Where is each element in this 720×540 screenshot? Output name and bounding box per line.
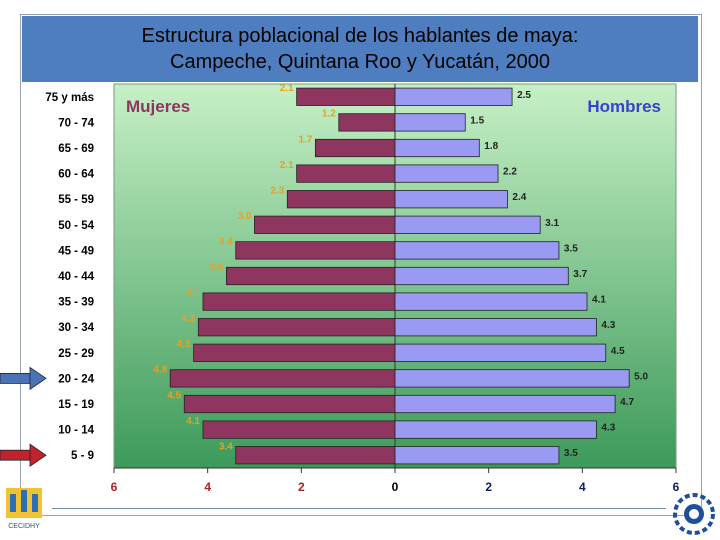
data-label-mujeres: 4.5 xyxy=(167,390,181,401)
category-label: 15 - 19 xyxy=(58,399,94,411)
data-label-hombres: 4.7 xyxy=(620,397,634,408)
bar-mujeres xyxy=(296,164,396,183)
category-label: 40 - 44 xyxy=(58,271,94,283)
bar-hombres xyxy=(394,138,480,158)
data-label-mujeres: 2.3 xyxy=(270,185,284,196)
logo-text: CECIDHY xyxy=(8,523,40,530)
bar-hombres xyxy=(394,113,466,132)
category-label: 70 - 74 xyxy=(58,117,94,129)
cecidhy-logo: CECIDHY xyxy=(6,488,42,530)
data-label-hombres: 1.5 xyxy=(470,115,484,126)
data-label-hombres: 4.3 xyxy=(601,423,615,434)
data-label-mujeres: 1.7 xyxy=(298,134,312,145)
bar-mujeres xyxy=(254,215,396,234)
bar-mujeres xyxy=(286,190,396,209)
bar-hombres xyxy=(394,241,560,260)
bar-hombres xyxy=(394,266,569,286)
data-label-mujeres: 4.3 xyxy=(177,339,191,350)
category-label: 5 - 9 xyxy=(71,450,94,462)
category-label: 35 - 39 xyxy=(58,297,94,309)
bar-mujeres xyxy=(202,420,396,439)
chart-title: Estructura poblacional de los hablantes … xyxy=(22,16,698,82)
title-line-2: Campeche, Quintana Roo y Yucatán, 2000 xyxy=(170,51,550,73)
category-label: 30 - 34 xyxy=(58,322,94,334)
data-label-mujeres: 4.1 xyxy=(186,288,200,299)
bar-mujeres xyxy=(235,446,396,465)
data-label-hombres: 2.4 xyxy=(512,192,526,203)
data-label-hombres: 4.5 xyxy=(611,346,625,357)
data-label-hombres: 2.5 xyxy=(517,90,531,101)
bar-mujeres xyxy=(314,138,396,158)
x-tick-label: 6 xyxy=(111,480,118,494)
slide-frame xyxy=(20,14,702,516)
category-label: 10 - 14 xyxy=(58,425,94,437)
x-tick-label: 0 xyxy=(392,480,399,494)
data-label-hombres: 4.1 xyxy=(592,295,606,306)
legend-hombres: Hombres xyxy=(587,97,661,116)
data-label-mujeres: 3.4 xyxy=(219,441,233,452)
bar-hombres xyxy=(394,446,560,465)
bar-hombres xyxy=(394,292,588,311)
category-label: 25 - 29 xyxy=(58,348,94,360)
bar-mujeres xyxy=(235,241,396,260)
data-label-hombres: 4.3 xyxy=(601,320,615,331)
bar-mujeres xyxy=(296,87,396,106)
x-tick-label: 2 xyxy=(298,480,305,494)
data-label-mujeres: 4.2 xyxy=(181,313,195,324)
data-label-mujeres: 3.0 xyxy=(238,211,252,222)
bar-mujeres xyxy=(225,266,396,286)
x-tick-label: 6 xyxy=(673,480,680,494)
bar-hombres xyxy=(394,369,630,388)
bar-hombres xyxy=(394,420,597,439)
x-tick-label: 4 xyxy=(204,480,211,494)
arrow-marker-icon xyxy=(0,443,47,467)
bar-hombres xyxy=(394,318,597,337)
bar-mujeres xyxy=(169,369,396,388)
emblem-logo xyxy=(673,493,715,535)
data-label-mujeres: 3.4 xyxy=(219,237,233,248)
bar-hombres xyxy=(394,394,616,414)
data-label-mujeres: 4.1 xyxy=(186,416,200,427)
bar-hombres xyxy=(394,190,508,209)
category-label: 75 y más xyxy=(45,92,94,104)
data-label-hombres: 3.1 xyxy=(545,218,559,229)
title-line-1: Estructura poblacional de los hablantes … xyxy=(141,25,579,47)
bar-mujeres xyxy=(197,318,396,337)
data-label-hombres: 3.5 xyxy=(564,243,578,254)
category-label: 60 - 64 xyxy=(58,169,94,181)
legend-mujeres: Mujeres xyxy=(126,97,190,116)
data-label-hombres: 3.7 xyxy=(573,269,587,280)
data-label-mujeres: 3.6 xyxy=(209,262,223,273)
data-label-hombres: 5.0 xyxy=(634,371,648,382)
x-tick-label: 4 xyxy=(579,480,586,494)
x-tick-label: 2 xyxy=(485,480,492,494)
emblem-icon xyxy=(673,493,715,535)
data-label-hombres: 2.2 xyxy=(503,167,517,178)
bar-hombres xyxy=(394,87,513,106)
data-label-mujeres: 2.1 xyxy=(280,160,294,171)
category-label: 20 - 24 xyxy=(58,373,94,385)
data-label-mujeres: 2.1 xyxy=(280,83,294,94)
bar-mujeres xyxy=(202,292,396,311)
data-label-hombres: 3.5 xyxy=(564,448,578,459)
data-label-mujeres: 4.8 xyxy=(153,365,167,376)
data-label-hombres: 1.8 xyxy=(484,141,498,152)
bar-mujeres xyxy=(183,394,396,414)
category-label: 50 - 54 xyxy=(58,220,94,232)
arrow-marker-icon xyxy=(0,366,47,391)
footer-divider xyxy=(52,508,666,509)
category-label: 45 - 49 xyxy=(58,245,94,257)
bar-mujeres xyxy=(338,113,396,132)
bar-hombres xyxy=(394,215,541,234)
category-label: 55 - 59 xyxy=(58,194,94,206)
data-label-mujeres: 1.2 xyxy=(322,109,336,120)
category-label: 65 - 69 xyxy=(58,143,94,155)
bar-mujeres xyxy=(193,343,396,362)
bar-hombres xyxy=(394,164,499,183)
bar-hombres xyxy=(394,343,607,362)
